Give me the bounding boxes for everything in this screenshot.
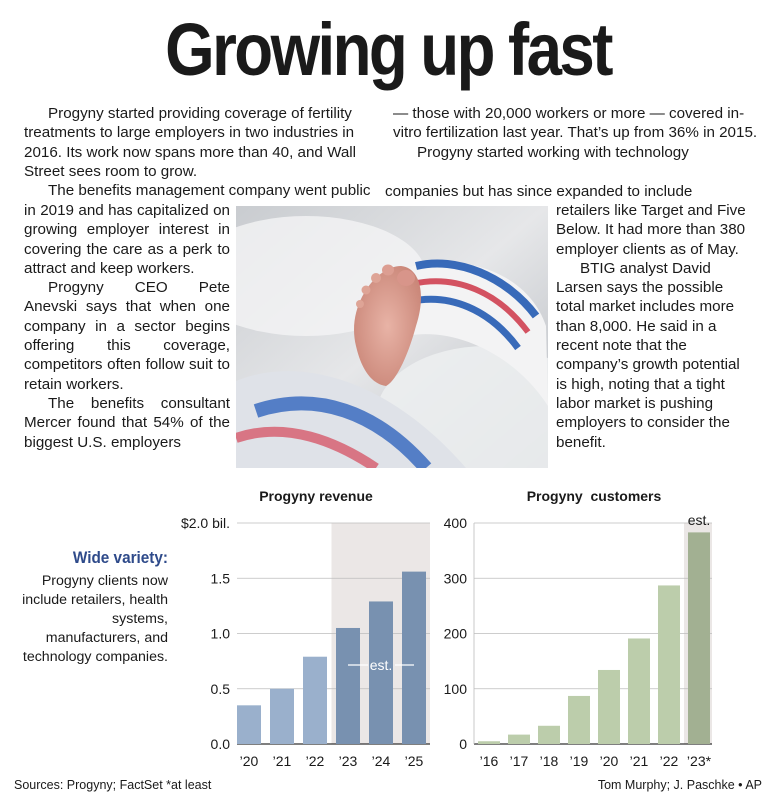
article-paragraph-2-rest: in 2019 and has capitalized on growing e… bbox=[24, 202, 230, 277]
customers-estimate-label: est. bbox=[688, 512, 711, 528]
revenue-x-tick-label: ’20 bbox=[240, 753, 259, 769]
article-paragraph-5-line2: companies but has since expanded to incl… bbox=[385, 183, 693, 200]
customers-bar bbox=[538, 725, 560, 744]
customers-x-tick-label: ’19 bbox=[570, 753, 589, 769]
headline: Growing up fast bbox=[165, 8, 613, 91]
revenue-estimate-label: est. bbox=[370, 657, 393, 673]
revenue-y-tick-label: 0.5 bbox=[211, 681, 231, 697]
revenue-bar bbox=[270, 688, 294, 744]
baby-photo-illustration bbox=[236, 206, 548, 468]
article-col1-top: Progyny started providing coverage of fe… bbox=[24, 104, 384, 200]
article-col1-narrow: in 2019 and has capitalized on growing e… bbox=[24, 201, 230, 452]
footer-sources: Sources: Progyny; FactSet *at least bbox=[14, 778, 212, 792]
footer-credit: Tom Murphy; J. Paschke • AP bbox=[597, 778, 762, 792]
customers-bar bbox=[508, 734, 530, 744]
customers-chart-title: Progyny customers bbox=[526, 488, 662, 504]
article-paragraph-col2-1: — those with 20,000 workers or more — co… bbox=[393, 105, 758, 142]
customers-bar bbox=[628, 638, 650, 744]
customers-x-tick-label: ’21 bbox=[630, 753, 649, 769]
customers-x-tick-label: ’20 bbox=[600, 753, 619, 769]
sidebar-heading: Wide variety: bbox=[72, 548, 168, 567]
article-paragraph-5-first: Progyny started working with technology bbox=[417, 143, 689, 161]
baby-photo bbox=[236, 206, 548, 468]
revenue-x-tick-label: ’21 bbox=[273, 753, 292, 769]
revenue-x-tick-label: ’24 bbox=[372, 753, 391, 769]
customers-y-tick-label: 100 bbox=[444, 681, 468, 697]
revenue-bar bbox=[402, 571, 426, 744]
revenue-bar bbox=[237, 705, 261, 744]
customers-bar bbox=[688, 532, 710, 744]
customers-x-tick-label: ’18 bbox=[540, 753, 559, 769]
revenue-chart: 0.0 0.5 1.0 1.5 $2.0 bil. ’20 ’21 ’22 ’23 ’24 ’25 e… bbox=[181, 512, 712, 769]
customers-bar bbox=[658, 585, 680, 744]
article-paragraph-2-first: The benefits management company went pub… bbox=[48, 182, 371, 200]
revenue-bar bbox=[336, 627, 360, 744]
article-paragraph-6: BTIG analyst David Larsen says the possi… bbox=[556, 259, 740, 451]
customers-y-tick-label: 200 bbox=[444, 626, 468, 642]
customers-bar bbox=[568, 695, 590, 744]
revenue-y-tick-label: 1.5 bbox=[211, 570, 231, 586]
article-col2-top: — those with 20,000 workers or more — co… bbox=[393, 104, 767, 162]
customers-y-tick-label: 300 bbox=[444, 570, 468, 586]
article-col2-narrow: retailers like Target and Five Below. It… bbox=[556, 201, 746, 452]
revenue-y-tick-label: $2.0 bil. bbox=[181, 515, 230, 531]
customers-x-tick-label: ’17 bbox=[510, 753, 529, 769]
revenue-bar bbox=[303, 656, 327, 744]
customers-bar bbox=[598, 669, 620, 744]
revenue-chart-title: Progyny revenue bbox=[259, 488, 373, 504]
article-paragraph-3: Progyny CEO Pete Anevski says that when … bbox=[24, 279, 230, 393]
customers-y-tick-label: 400 bbox=[444, 515, 468, 531]
revenue-y-tick-label: 1.0 bbox=[211, 626, 231, 642]
article-paragraph-1: Progyny started providing coverage of fe… bbox=[24, 105, 357, 180]
customers-x-tick-label: ’16 bbox=[480, 753, 499, 769]
customers-y-tick-label: 0 bbox=[459, 736, 467, 752]
revenue-x-tick-label: ’22 bbox=[306, 753, 325, 769]
revenue-bar bbox=[369, 601, 393, 744]
article-paragraph-5-rest: retailers like Target and Five Below. It… bbox=[556, 202, 746, 258]
revenue-x-tick-label: ’25 bbox=[405, 753, 424, 769]
revenue-y-tick-label: 0.0 bbox=[211, 736, 231, 752]
customers-x-tick-label: ’22 bbox=[660, 753, 679, 769]
article-paragraph-4: The benefits consultant Mercer found tha… bbox=[24, 394, 230, 451]
article-col2-line: companies but has since expanded to incl… bbox=[385, 182, 767, 201]
revenue-x-tick-label: ’23 bbox=[339, 753, 358, 769]
sidebar-text: Progyny clients now include retailers, h… bbox=[22, 573, 168, 665]
customers-bar bbox=[478, 741, 500, 744]
customers-x-tick-label: ’23* bbox=[687, 753, 712, 769]
